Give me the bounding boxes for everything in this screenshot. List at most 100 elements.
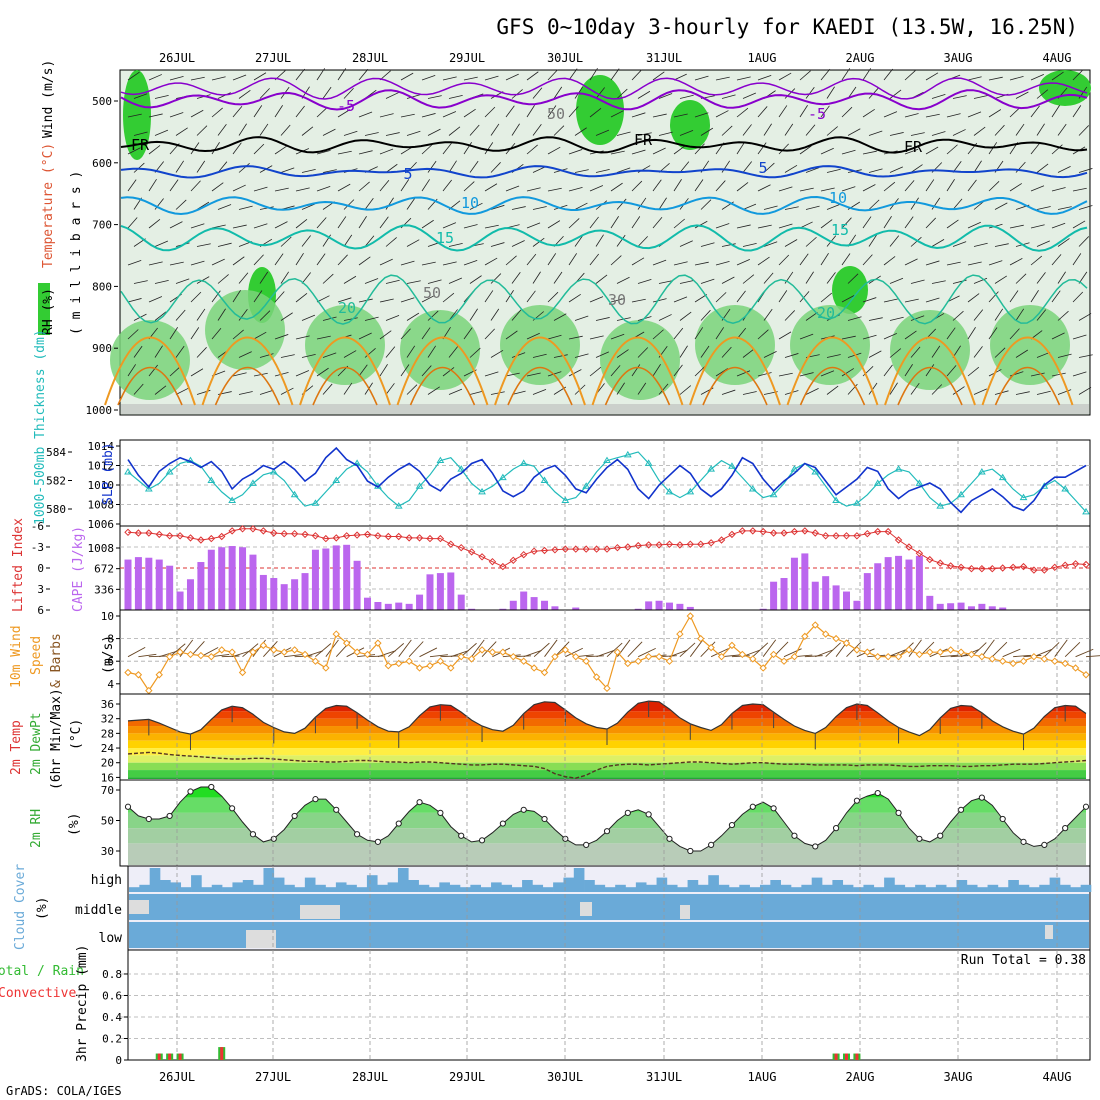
wind-barb xyxy=(301,314,316,321)
wind-barb xyxy=(889,166,903,173)
thickness-point xyxy=(582,482,591,489)
cape-bar xyxy=(770,581,778,610)
thickness-point xyxy=(519,459,528,466)
wind-barb xyxy=(154,311,167,321)
wind-barb xyxy=(715,292,727,303)
wind-barb xyxy=(316,186,331,192)
wind-barb xyxy=(931,280,946,284)
wind-barb xyxy=(490,391,505,395)
wind-speed-point xyxy=(572,652,580,661)
li-point xyxy=(988,564,996,573)
wind-barb xyxy=(169,366,181,377)
li-point xyxy=(634,541,642,550)
wind-barb xyxy=(553,86,563,99)
wind-barb xyxy=(946,327,956,340)
cape-tick: 1008 xyxy=(88,542,115,555)
pressure-tick: 900 xyxy=(92,342,112,355)
temperature-contour xyxy=(120,77,1088,100)
li-point xyxy=(415,534,424,542)
wind-barb xyxy=(883,256,896,266)
li-point xyxy=(582,545,590,553)
wind-barb xyxy=(637,132,652,136)
wind-barb xyxy=(448,243,463,247)
warm-contour xyxy=(494,336,586,406)
cloud-high-bar xyxy=(253,884,264,892)
cape-tick: 672 xyxy=(94,563,114,576)
thickness-point xyxy=(790,465,799,472)
wind-barb xyxy=(638,647,656,658)
wind-barb xyxy=(442,367,455,377)
li-point xyxy=(832,532,840,540)
wind-barb xyxy=(1057,206,1072,210)
cape-bar xyxy=(541,600,549,610)
li-point xyxy=(884,527,892,536)
wind-barb xyxy=(133,131,148,136)
cape-bar xyxy=(332,545,340,610)
cloud-high-bar xyxy=(201,887,213,892)
wind-barb xyxy=(946,179,955,192)
wind-barb xyxy=(385,163,398,173)
wind-barb xyxy=(715,223,730,229)
wind-barb xyxy=(616,234,626,247)
rh-lowlevel-area xyxy=(990,305,1070,385)
wind-speed-point xyxy=(322,664,330,672)
wind-barb xyxy=(820,105,830,118)
wind-barb xyxy=(532,237,545,247)
rh-point xyxy=(374,838,382,845)
thickness-point xyxy=(498,473,507,481)
wind-barb xyxy=(1075,648,1094,658)
wind-barb xyxy=(169,179,179,192)
wind-barb xyxy=(589,185,604,192)
wind-barb xyxy=(217,204,232,210)
wind-barb xyxy=(175,387,189,395)
wind-barb xyxy=(721,346,732,358)
date-label: 4AUG xyxy=(1043,51,1072,65)
date-label: 2AUG xyxy=(846,51,875,65)
wind-barb xyxy=(484,106,496,118)
run-total: Run Total = 0.38 xyxy=(961,953,1086,968)
wind-barb xyxy=(211,327,222,340)
date-label: 2AUG xyxy=(846,1070,875,1084)
rh-tick: 50 xyxy=(101,815,114,828)
wind-barb xyxy=(736,370,751,377)
wind-barb xyxy=(940,654,959,658)
wind-speed-point xyxy=(738,650,747,659)
wind-barb xyxy=(295,335,310,340)
wind-barb xyxy=(190,142,200,155)
li-tick: -3 xyxy=(31,541,44,554)
li-point xyxy=(280,529,288,538)
li-point xyxy=(186,534,195,542)
contour-label: 50 xyxy=(547,105,565,123)
wind-barb xyxy=(511,271,521,284)
li-point xyxy=(686,540,695,548)
wind-barb xyxy=(973,95,988,99)
cape-bar xyxy=(947,603,955,610)
wind-barb xyxy=(862,68,872,81)
li-point xyxy=(1082,560,1090,569)
contour-label: 10 xyxy=(461,194,479,212)
slp-tick: 1012 xyxy=(88,460,115,473)
slp-line xyxy=(127,446,1087,514)
cloud-high-bar xyxy=(677,887,688,892)
wind-barb xyxy=(778,290,788,303)
wind-barb xyxy=(322,352,337,358)
wind-barb xyxy=(547,105,557,118)
slp-content: 1014 1012 1010 1008 1006 584 582 580 xyxy=(46,440,1090,531)
wind-barb xyxy=(127,71,140,81)
wind-speed-point xyxy=(488,648,497,656)
wind-barb xyxy=(274,371,289,377)
thickness-point xyxy=(603,456,611,464)
wind-barb xyxy=(301,353,316,358)
wind-barb xyxy=(637,278,652,284)
wind-barb xyxy=(763,241,778,247)
upper-air-content: -5 -5 FR FR FR 5 5 10 10 15 15 20 20 50 50 30 xyxy=(104,68,1093,414)
wind-panel: 10 8 6 4 10m Wind Speed & Barbs (m/s) xyxy=(9,609,1100,695)
cloud-high-bar xyxy=(408,880,419,892)
wind-barb xyxy=(610,298,625,303)
wind-barb xyxy=(526,332,540,340)
wind-barb xyxy=(274,253,284,266)
wind-barb xyxy=(669,649,688,658)
cloud-high-bar xyxy=(822,884,833,892)
wind-barb xyxy=(238,391,253,395)
wind-barb xyxy=(169,75,184,81)
